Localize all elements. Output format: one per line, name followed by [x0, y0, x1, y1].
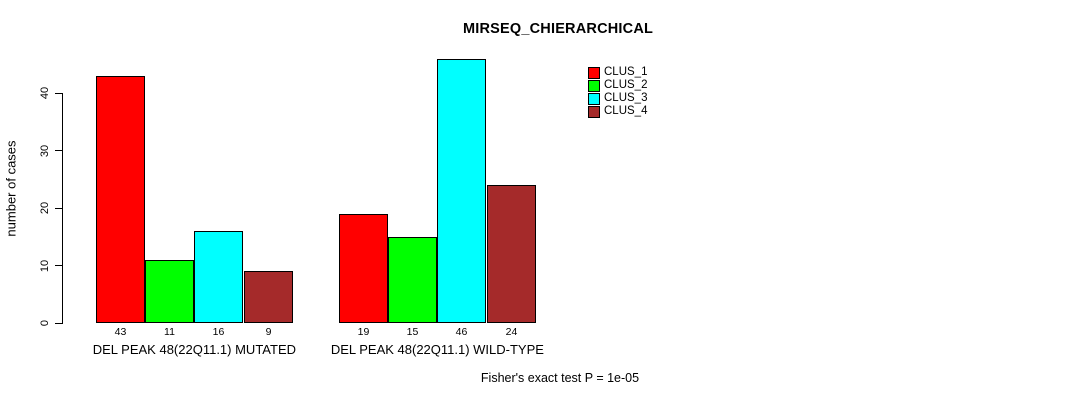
y-tick-label: 40: [39, 86, 51, 100]
bar-clus_2-group2: [388, 236, 437, 323]
y-tick-label: 0: [39, 319, 51, 327]
group-label-1: DEL PEAK 48(22Q11.1) MUTATED: [92, 342, 297, 357]
bar-value-label: 9: [265, 326, 272, 338]
y-tick-label: 10: [39, 259, 51, 272]
y-tick-mark: [55, 322, 62, 324]
bar-clus_2-group1: [145, 259, 194, 323]
bar-clus_3-group2: [437, 58, 486, 323]
bar-clus_1-group1: [96, 75, 145, 323]
legend-label-clus_4: CLUS_4: [604, 104, 648, 117]
legend-swatch-clus_2: [588, 79, 600, 92]
legend-swatch-clus_3: [588, 92, 600, 105]
y-tick-mark: [55, 265, 62, 266]
bar-clus_1-group2: [339, 213, 388, 323]
bar-value-label: 15: [406, 326, 419, 338]
bar-value-label: 46: [455, 326, 468, 338]
legend-label-clus_2: CLUS_2: [604, 78, 648, 91]
y-tick-mark: [55, 92, 62, 94]
chart-title: MIRSEQ_CHIERARCHICAL: [462, 21, 654, 37]
bar-clus_3-group1: [194, 231, 243, 323]
bar-value-label: 43: [114, 326, 127, 338]
y-axis-label: number of cases: [3, 140, 19, 237]
bar-clus_4-group2: [487, 185, 536, 323]
fisher-test-annotation: Fisher's exact test P = 1e-05: [480, 371, 640, 385]
y-axis-line: [62, 93, 63, 324]
legend-label-clus_1: CLUS_1: [604, 66, 648, 78]
bar-value-label: 19: [357, 326, 370, 338]
legend-label-clus_3: CLUS_3: [604, 91, 648, 104]
bar-clus_4-group1: [244, 271, 293, 323]
bar-value-label: 11: [164, 326, 175, 338]
legend-swatch-clus_4: [588, 105, 600, 118]
bar-value-label: 16: [212, 326, 225, 338]
legend-swatch-clus_1: [588, 67, 600, 79]
group-label-2: DEL PEAK 48(22Q11.1) WILD-TYPE: [330, 342, 544, 357]
bar-value-label: 24: [505, 326, 518, 338]
y-tick-mark: [55, 150, 62, 151]
y-tick-label: 30: [39, 144, 51, 157]
y-tick-mark: [55, 207, 62, 209]
y-tick-label: 20: [39, 201, 51, 215]
